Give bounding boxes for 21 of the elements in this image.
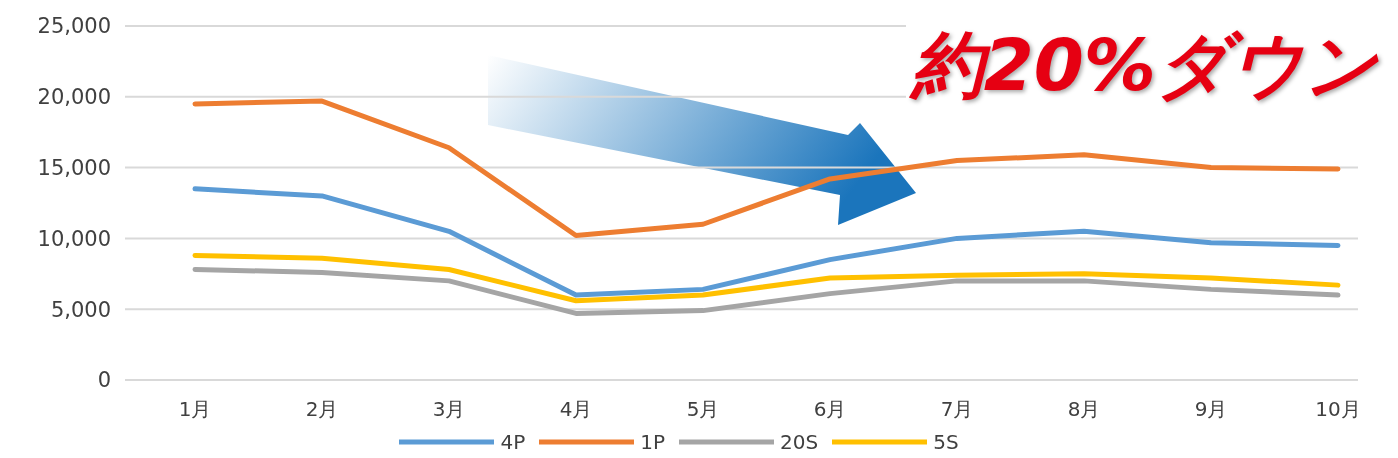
x-tick-label: 6月: [813, 397, 847, 422]
legend-label: 5S: [933, 430, 959, 454]
x-tick-label: 9月: [1194, 397, 1228, 422]
x-tick-label: 8月: [1067, 397, 1101, 422]
x-tick-label: 2月: [305, 397, 339, 422]
x-tick-label: 3月: [432, 397, 466, 422]
legend-label: 20S: [780, 430, 819, 454]
y-tick-label: 10,000: [37, 226, 111, 251]
x-tick-label: 1月: [178, 397, 212, 422]
legend-label: 4P: [500, 430, 526, 454]
y-tick-label: 0: [97, 368, 111, 393]
y-tick-label: 20,000: [37, 85, 111, 110]
y-tick-label: 15,000: [37, 156, 111, 181]
x-tick-label: 7月: [940, 397, 974, 422]
x-tick-label: 4月: [559, 397, 593, 422]
x-tick-label: 10月: [1315, 397, 1361, 422]
annotation: 約20%ダウン: [905, 18, 1384, 114]
x-tick-label: 5月: [686, 397, 720, 422]
legend-label: 1P: [640, 430, 665, 454]
y-tick-label: 25,000: [37, 14, 111, 39]
y-tick-label: 5,000: [50, 297, 111, 322]
